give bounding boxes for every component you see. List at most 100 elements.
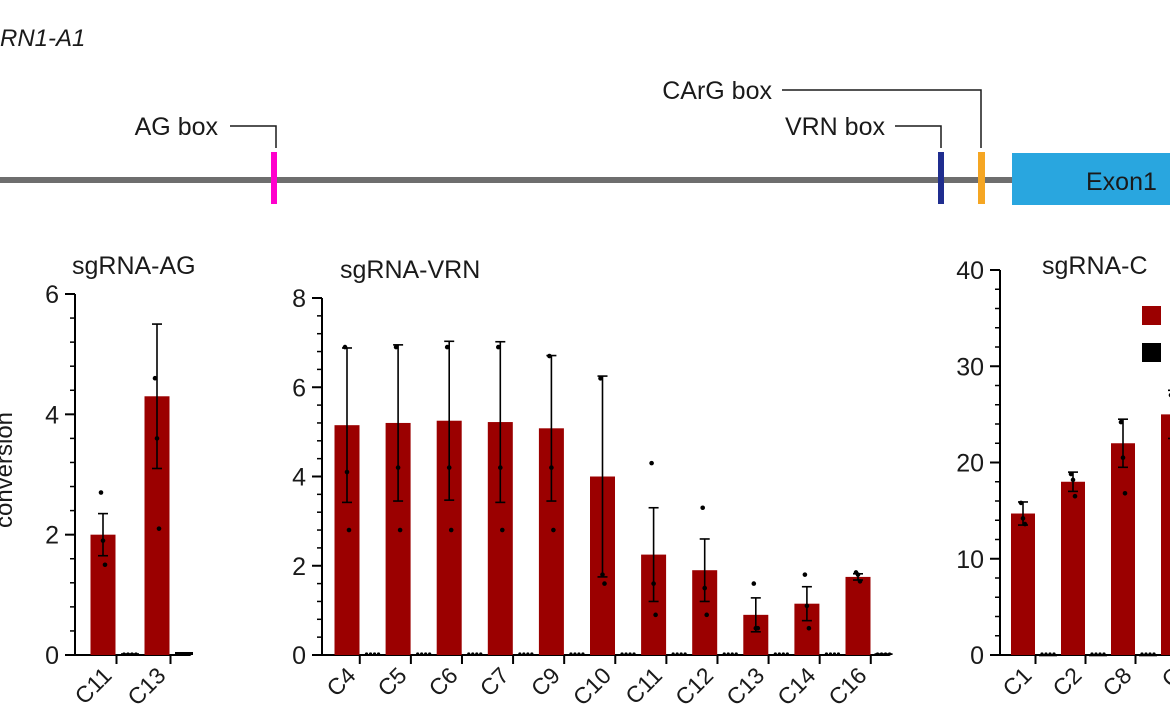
control-bar: [465, 654, 484, 656]
control-bar: [823, 654, 842, 656]
control-point: [471, 652, 475, 656]
control-point: [824, 652, 829, 656]
chart-title: sgRNA-VRN: [340, 256, 480, 284]
control-point: [180, 652, 184, 656]
control-point: [773, 652, 777, 656]
data-point: [1022, 521, 1028, 527]
x-tick-label: C16: [823, 662, 871, 710]
control-point: [1140, 652, 1144, 656]
data-point: [551, 527, 556, 533]
data-point: [154, 436, 160, 441]
bar: [1061, 481, 1085, 655]
control-point: [1094, 652, 1098, 656]
control-point: [424, 652, 428, 656]
y-tick-label: 0: [970, 642, 984, 670]
x-tick-label: C6: [424, 662, 463, 701]
carg-box-leader: [782, 89, 982, 148]
chart-title: sgRNA-C: [1042, 252, 1148, 280]
x-tick-label: C11: [70, 662, 117, 709]
y-tick-label: 2: [292, 553, 306, 581]
data-point: [393, 344, 399, 350]
control-point: [126, 652, 130, 656]
data-point: [651, 581, 656, 586]
data-point: [395, 465, 401, 470]
control-point: [122, 652, 126, 656]
control-point: [836, 652, 841, 656]
legend-swatch-treated: [1142, 306, 1161, 325]
control-point: [130, 652, 134, 656]
control-bar: [721, 654, 740, 656]
data-point: [496, 344, 501, 350]
data-point: [1122, 491, 1128, 496]
x-tick-label: C12: [670, 662, 718, 710]
data-point: [500, 527, 505, 533]
data-point: [344, 469, 350, 475]
data-point: [598, 376, 603, 381]
control-point: [569, 652, 573, 656]
exon1-label: Exon1: [1086, 168, 1157, 196]
control-point: [479, 652, 483, 656]
control-point: [368, 652, 373, 656]
control-point: [176, 652, 180, 656]
control-bar: [772, 654, 791, 656]
x-tick-label: C1: [997, 662, 1036, 701]
bar: [1011, 513, 1035, 655]
y-tick-label: 6: [292, 374, 306, 402]
control-point: [364, 652, 369, 656]
control-point: [679, 652, 683, 656]
control-point: [1144, 652, 1148, 656]
control-point: [1102, 652, 1106, 656]
data-point: [100, 538, 106, 543]
data-point: [700, 505, 705, 511]
control-point: [730, 652, 734, 656]
control-point: [1098, 652, 1102, 656]
data-point: [98, 490, 104, 495]
control-point: [832, 652, 837, 656]
control-bar: [670, 654, 689, 656]
control-bar: [567, 654, 586, 656]
data-point: [342, 344, 348, 350]
chart-title: sgRNA-AG: [72, 252, 196, 280]
x-tick-label: C4: [321, 662, 360, 701]
x-tick-label: C2: [1047, 662, 1086, 701]
data-point: [152, 375, 158, 381]
control-point: [518, 652, 522, 656]
control-point: [777, 652, 781, 656]
data-point: [702, 585, 707, 591]
data-point: [448, 527, 454, 533]
x-tick-label: C13: [122, 662, 170, 710]
control-point: [734, 652, 738, 656]
data-point: [1068, 471, 1074, 477]
control-point: [188, 652, 192, 656]
control-point: [577, 652, 581, 656]
control-point: [522, 652, 526, 656]
y-tick-label: 4: [45, 401, 59, 429]
control-point: [1152, 652, 1156, 656]
control-point: [372, 652, 377, 656]
vrn-box-label: VRN box: [785, 113, 886, 141]
x-tick-label: C13: [721, 662, 769, 710]
control-bar: [1089, 654, 1107, 657]
control-point: [416, 652, 420, 656]
gene-diagram: RN1-A1 AG box VRN box CArG box Exon1: [0, 25, 1170, 205]
control-point: [376, 652, 381, 656]
control-bar: [414, 654, 433, 656]
control-point: [726, 652, 730, 656]
control-point: [420, 652, 424, 656]
y-tick-label: 30: [956, 353, 984, 381]
data-point: [156, 526, 162, 531]
ag-box-leader: [230, 125, 277, 148]
y-tick-label: 2: [45, 522, 59, 550]
data-point: [498, 465, 503, 470]
data-point: [446, 465, 452, 470]
control-point: [1052, 652, 1056, 656]
control-bar: [516, 654, 535, 656]
x-tick-label: C9: [526, 662, 565, 701]
y-tick-label: 6: [45, 281, 59, 309]
data-point: [602, 581, 607, 586]
y-tick-label: 0: [45, 642, 59, 670]
data-point: [802, 572, 808, 577]
data-point: [751, 581, 757, 586]
data-point: [346, 527, 352, 533]
